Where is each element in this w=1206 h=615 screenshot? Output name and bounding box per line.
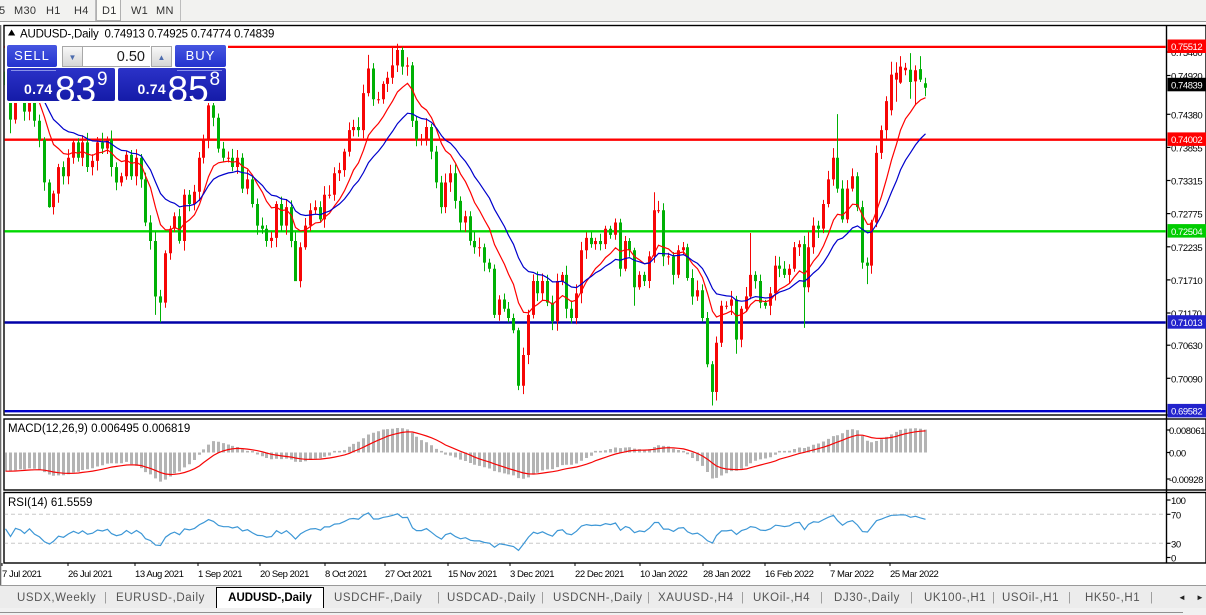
- svg-text:26 Jul 2021: 26 Jul 2021: [68, 569, 112, 580]
- svg-text:70: 70: [1171, 510, 1181, 521]
- svg-text:16 Feb 2022: 16 Feb 2022: [765, 569, 814, 580]
- svg-text:22 Dec 2021: 22 Dec 2021: [575, 569, 624, 580]
- svg-text:0.008061: 0.008061: [1169, 426, 1205, 437]
- svg-text:20 Sep 2021: 20 Sep 2021: [260, 569, 309, 580]
- svg-text:0.72775: 0.72775: [1171, 210, 1202, 221]
- svg-text:0.74920: 0.74920: [1171, 72, 1202, 83]
- svg-text:0.73855: 0.73855: [1171, 143, 1202, 154]
- svg-text:0.75460: 0.75460: [1171, 48, 1202, 59]
- svg-text:0: 0: [1171, 554, 1176, 565]
- svg-text:RSI(14) 61.5559: RSI(14) 61.5559: [8, 497, 92, 509]
- svg-text:30: 30: [1171, 539, 1181, 550]
- svg-text:-0.00928: -0.00928: [1169, 475, 1203, 486]
- svg-text:0.00: 0.00: [1169, 449, 1186, 460]
- svg-text:1 Sep 2021: 1 Sep 2021: [198, 569, 242, 580]
- svg-text:27 Oct 2021: 27 Oct 2021: [385, 569, 432, 580]
- svg-text:10 Jan 2022: 10 Jan 2022: [640, 569, 688, 580]
- svg-text:0.71013: 0.71013: [1171, 318, 1202, 329]
- svg-text:0.74380: 0.74380: [1171, 110, 1202, 121]
- svg-text:25 Mar 2022: 25 Mar 2022: [890, 569, 939, 580]
- svg-text:0.75512: 0.75512: [1171, 42, 1202, 53]
- svg-text:0.73315: 0.73315: [1171, 177, 1202, 188]
- svg-text:15 Nov 2021: 15 Nov 2021: [448, 569, 497, 580]
- svg-text:0.70090: 0.70090: [1171, 374, 1202, 385]
- svg-text:100: 100: [1171, 496, 1186, 507]
- svg-text:0.71170: 0.71170: [1171, 309, 1202, 320]
- svg-text:0.71710: 0.71710: [1171, 276, 1202, 287]
- svg-text:0.74002: 0.74002: [1171, 135, 1202, 146]
- svg-text:0.69582: 0.69582: [1171, 407, 1202, 418]
- svg-text:0.72235: 0.72235: [1171, 243, 1202, 254]
- svg-text:28 Jan 2022: 28 Jan 2022: [703, 569, 751, 580]
- svg-text:7 Jul 2021: 7 Jul 2021: [2, 569, 42, 580]
- svg-text:0.72504: 0.72504: [1171, 227, 1202, 238]
- svg-text:0.70630: 0.70630: [1171, 341, 1202, 352]
- svg-text:0.74839: 0.74839: [1171, 81, 1202, 92]
- svg-text:MACD(12,26,9) 0.006495 0.00681: MACD(12,26,9) 0.006495 0.006819: [8, 423, 190, 435]
- svg-text:13 Aug 2021: 13 Aug 2021: [135, 569, 184, 580]
- svg-text:3 Dec 2021: 3 Dec 2021: [510, 569, 554, 580]
- svg-text:AUDUSD-,Daily 0.74913 0.74925: AUDUSD-,Daily 0.74913 0.74925 0.74774 0.…: [20, 29, 274, 41]
- svg-text:7 Mar 2022: 7 Mar 2022: [830, 569, 874, 580]
- svg-text:8 Oct 2021: 8 Oct 2021: [325, 569, 367, 580]
